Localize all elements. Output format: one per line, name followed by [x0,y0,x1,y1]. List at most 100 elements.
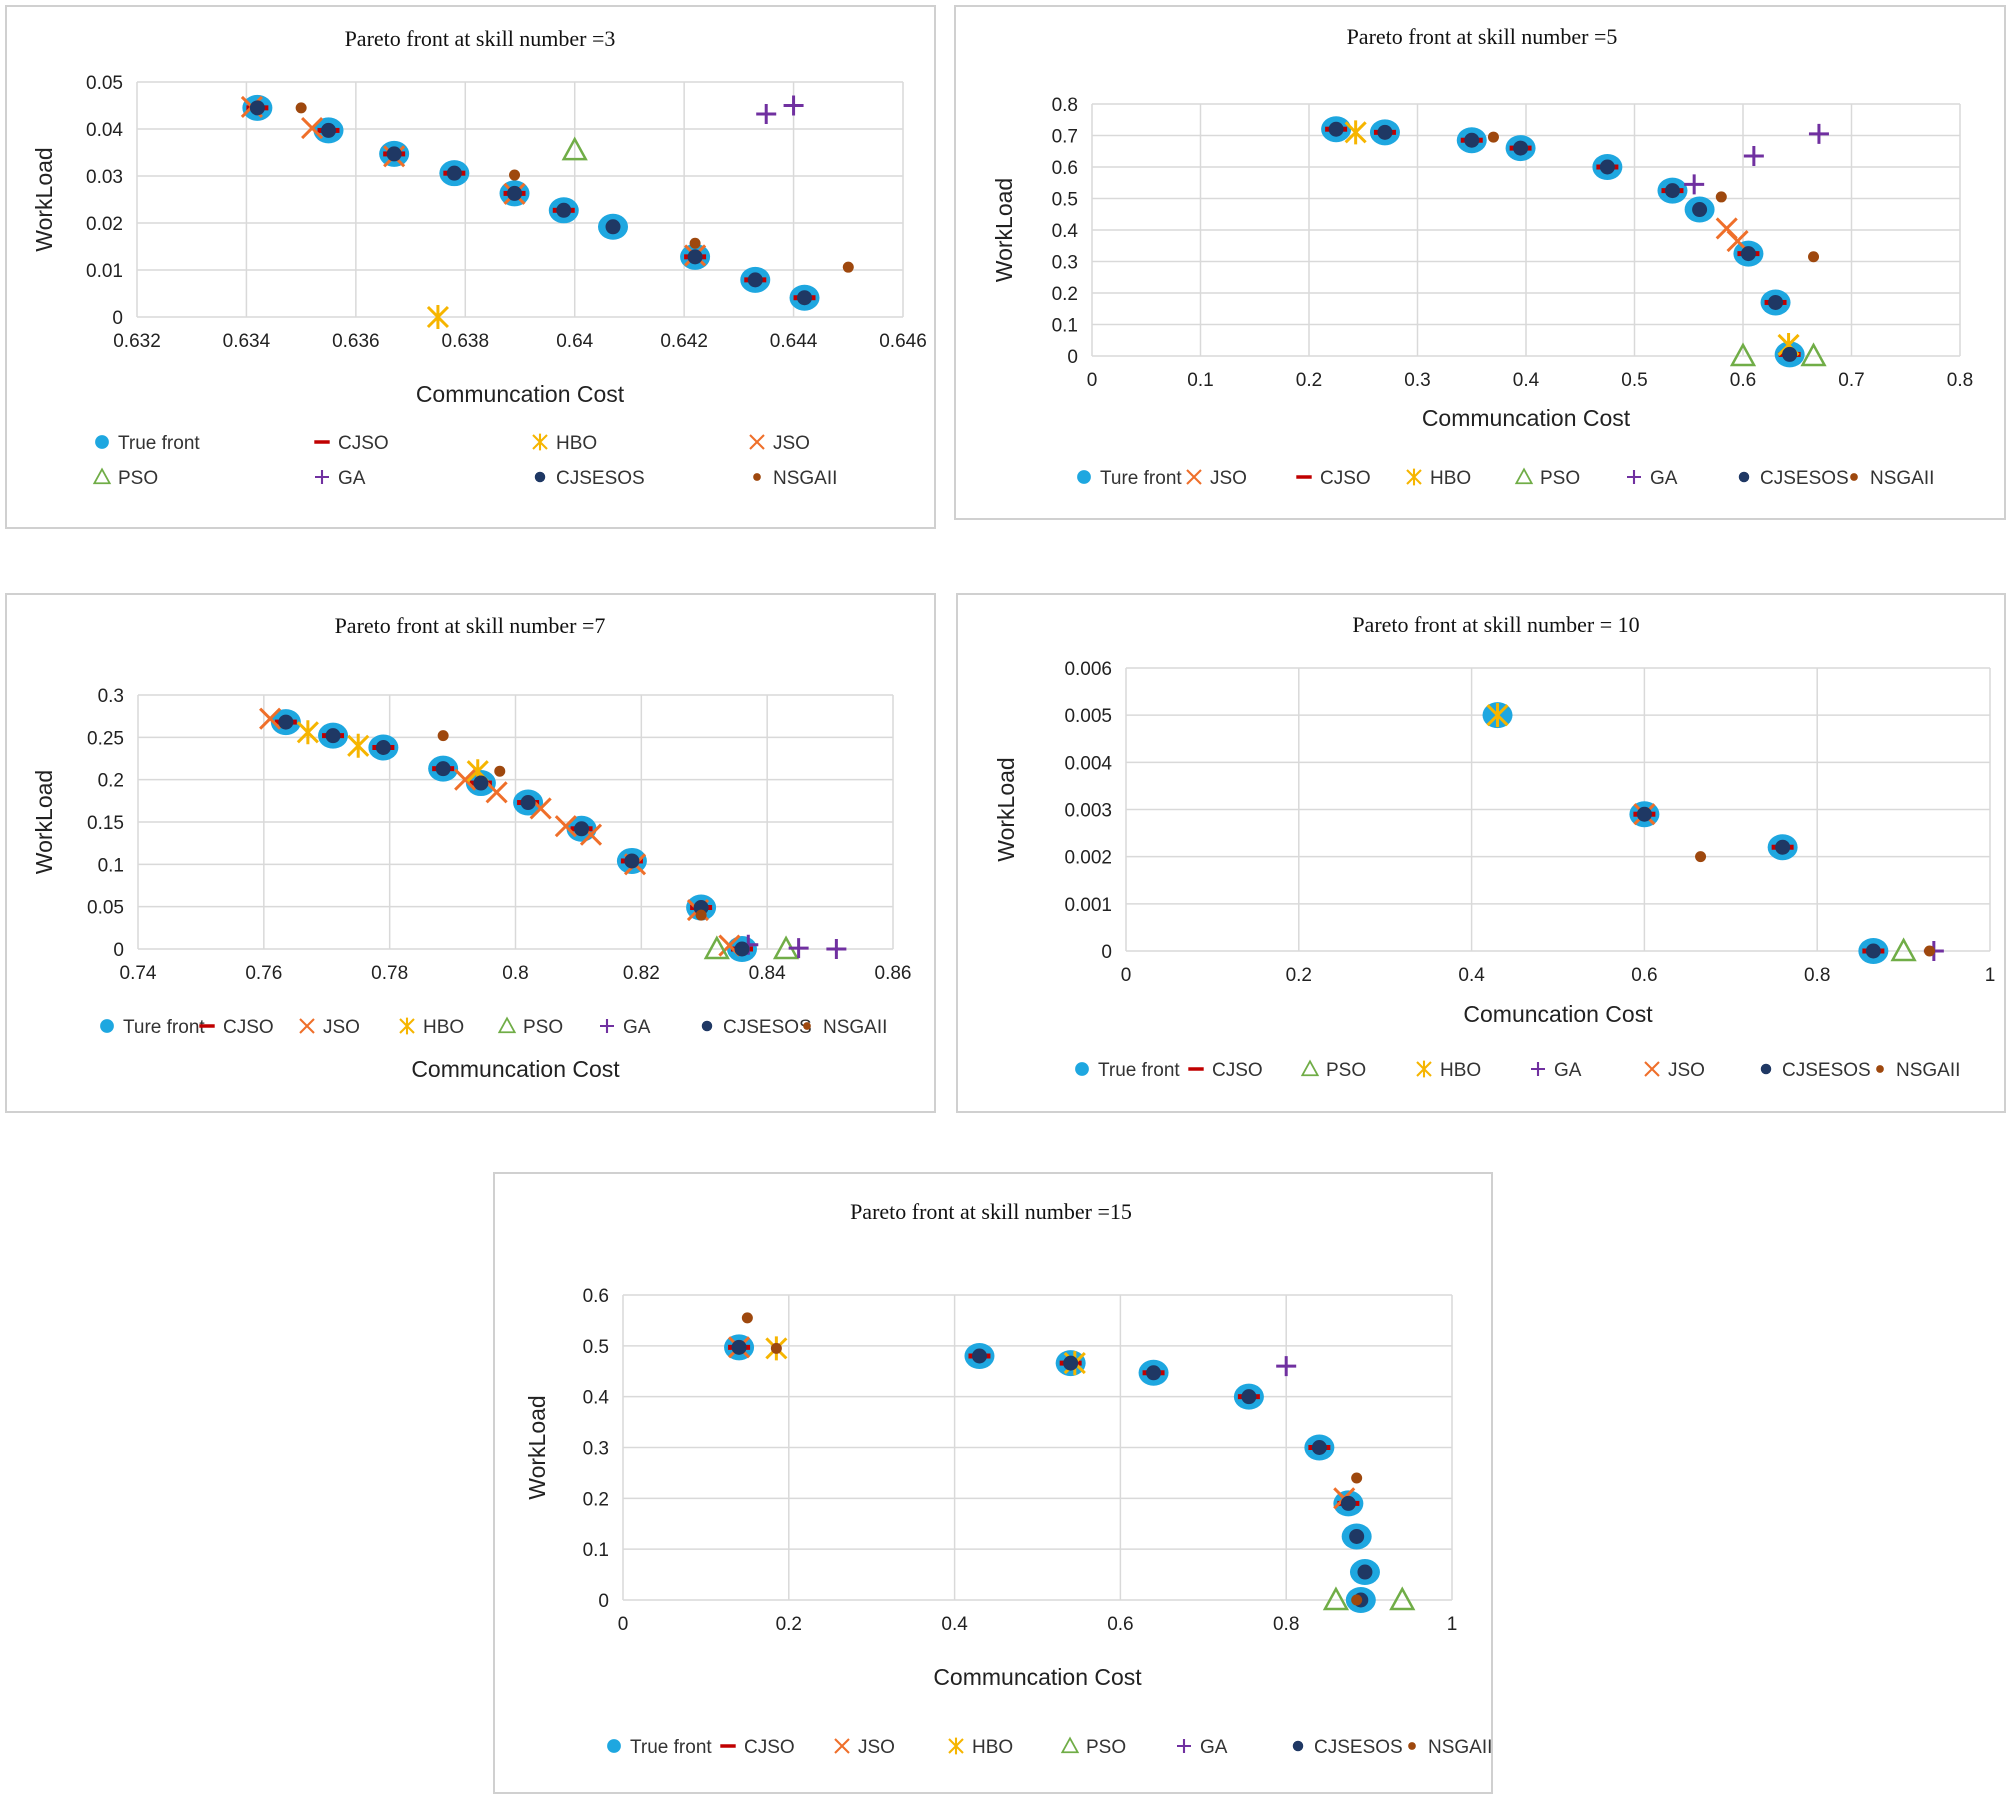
legend-label: JSO [1668,1060,1705,1081]
legend-label: JSO [858,1737,895,1758]
legend-marker [803,1022,811,1030]
data-point [1377,124,1393,140]
series-nsgaii [1695,851,1936,957]
legend-item[interactable]: JSO [1644,1060,1705,1081]
legend-label: NSGAII [1428,1737,1492,1758]
legend-item[interactable]: CJSO [720,1737,795,1758]
legend-item[interactable]: GA [1627,468,1678,489]
legend-marker [315,470,329,484]
legend-item[interactable]: JSO [834,1737,895,1758]
y-tick-label: 0.05 [87,898,124,919]
data-point [1357,1564,1373,1580]
chart-panel-border [956,593,2006,1113]
data-point [770,1342,782,1354]
data-point [1146,1365,1162,1381]
data-point [747,272,763,288]
legend-item[interactable]: GA [1531,1060,1582,1081]
data-point [1890,937,1917,962]
y-tick-label: 0.3 [98,686,124,707]
legend: True front CJSO JSO HBO PSO GA CJSESOS NSGAII [607,1736,1492,1758]
legend-marker [1627,470,1641,484]
data-point [494,765,506,777]
data-point [1351,1472,1363,1484]
legend-item[interactable]: HBO [1406,468,1471,489]
legend-item[interactable]: CJSO [1296,468,1371,489]
legend-item[interactable]: NSGAII [753,468,837,489]
legend-item[interactable]: HBO [532,433,597,454]
legend-label: CJSO [1320,468,1371,489]
chart-title: Pareto front at skill number =15 [850,1199,1132,1224]
legend-item[interactable]: NSGAII [1408,1737,1492,1758]
legend-item[interactable]: HBO [948,1737,1013,1758]
data-point [1311,1440,1327,1455]
data-point [703,935,730,960]
y-tick-label: 0.8 [1052,95,1078,116]
y-tick-label: 0.001 [1064,895,1112,916]
legend-item[interactable]: CJSO [314,433,389,454]
legend-item[interactable]: NSGAII [1876,1060,1960,1081]
x-axis-label: Communcation Cost [933,1664,1142,1690]
legend-item[interactable]: PSO [497,1016,563,1038]
series-pso [1890,937,1917,962]
legend-item[interactable]: CJSO [1188,1060,1263,1081]
data-point [1349,1528,1365,1544]
y-tick-label: 0.2 [1052,284,1078,305]
legend-item[interactable]: HBO [1416,1060,1481,1081]
legend-item[interactable]: JSO [1186,468,1247,489]
data-point [1241,1389,1257,1405]
legend-item[interactable]: PSO [92,467,158,489]
legend-item[interactable]: CJSO [199,1017,274,1038]
data-point [1808,123,1829,144]
series-pso [1322,1586,1416,1611]
legend-item[interactable]: True front [1075,1060,1180,1081]
data-point [1743,145,1764,166]
chart-panel-5: 0 0.2 0.4 0.6 0.8 1 0 0.1 0.2 0.3 0.4 0.5 0.6 Pareto … [493,1172,1493,1794]
series-cjsesos [731,1339,1373,1608]
y-tick-label: 0.4 [1052,221,1079,242]
legend-marker [534,471,546,483]
legend-item[interactable]: NSGAII [803,1017,887,1038]
legend-marker [1292,1740,1304,1752]
legend-item[interactable]: PSO [1060,1736,1126,1758]
legend-item[interactable]: PSO [1300,1059,1366,1081]
legend-item[interactable]: True front [95,433,200,454]
data-point [454,768,477,791]
legend-item[interactable]: NSGAII [1850,468,1934,489]
x-tick-label: 0.5 [1621,370,1647,391]
legend-item[interactable]: CJSESOS [1292,1737,1403,1758]
legend-label: CJSESOS [1782,1060,1871,1081]
y-tick-label: 0.03 [86,167,123,188]
legend-item[interactable]: CJSESOS [1760,1060,1871,1081]
chart-panel-3: 0.74 0.76 0.78 0.8 0.82 0.84 0.86 0 0.05 0.1 0.15 0… [5,593,936,1113]
legend-item[interactable]: GA [600,1017,651,1038]
legend-item[interactable]: GA [1177,1737,1228,1758]
series-cjsesos [278,714,750,957]
legend-item[interactable]: CJSESOS [1738,468,1849,489]
legend-label: PSO [1540,468,1580,489]
series-nsgaii [295,102,854,273]
series-ga [756,95,804,124]
legend: Ture front CJSO JSO HBO PSO GA CJSESOS NSGAII [100,1016,887,1038]
data-point [797,290,813,306]
legend-item[interactable]: JSO [299,1017,360,1038]
data-point [574,821,590,837]
legend-item[interactable]: HBO [399,1017,464,1038]
legend-marker [600,1019,614,1033]
y-tick-label: 0.04 [86,120,123,141]
legend-item[interactable]: Ture front [100,1017,205,1038]
x-tick-label: 0.634 [223,331,271,352]
legend-item[interactable]: CJSESOS [534,468,645,489]
legend-item[interactable]: JSO [749,433,810,454]
legend-item[interactable]: PSO [1514,467,1580,489]
x-tick-label: 1 [1447,1614,1458,1635]
legend-item[interactable]: True front [607,1737,712,1758]
series-nsgaii [1487,131,1820,263]
x-tick-label: 0.638 [442,331,490,352]
y-tick-label: 0.4 [583,1388,610,1409]
chart-panel-2: 0 0.1 0.2 0.3 0.4 0.5 0.6 0.7 0.8 0 0.1 0.2 0.3 0.4 0.… [954,5,2006,520]
legend-item[interactable]: GA [315,468,366,489]
data-point [1808,251,1820,263]
x-tick-label: 0.64 [556,331,593,352]
legend-item[interactable]: CJSESOS [701,1017,812,1038]
legend-item[interactable]: Ture front [1077,468,1182,489]
